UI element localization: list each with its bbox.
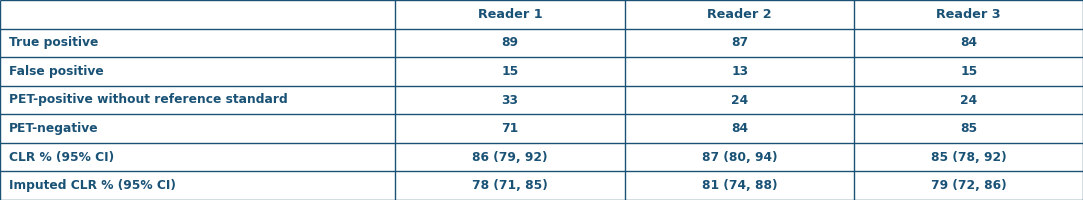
Text: 24: 24: [961, 94, 977, 106]
Text: PET-negative: PET-negative: [9, 122, 99, 135]
Text: 89: 89: [501, 36, 519, 49]
Text: 24: 24: [731, 94, 748, 106]
Text: 81 (74, 88): 81 (74, 88): [702, 179, 778, 192]
Text: Reader 3: Reader 3: [937, 8, 1001, 21]
Text: Reader 2: Reader 2: [707, 8, 772, 21]
Text: Reader 1: Reader 1: [478, 8, 543, 21]
Text: PET-positive without reference standard: PET-positive without reference standard: [9, 94, 287, 106]
Text: 84: 84: [961, 36, 977, 49]
Text: 78 (71, 85): 78 (71, 85): [472, 179, 548, 192]
Text: 85: 85: [961, 122, 977, 135]
Text: 33: 33: [501, 94, 519, 106]
Text: CLR % (95% CI): CLR % (95% CI): [9, 151, 114, 164]
Text: 87 (80, 94): 87 (80, 94): [702, 151, 778, 164]
Text: 87: 87: [731, 36, 748, 49]
Text: 15: 15: [501, 65, 519, 78]
Text: 86 (79, 92): 86 (79, 92): [472, 151, 548, 164]
Text: 84: 84: [731, 122, 748, 135]
Text: 71: 71: [501, 122, 519, 135]
Text: 79 (72, 86): 79 (72, 86): [931, 179, 1006, 192]
Text: Imputed CLR % (95% CI): Imputed CLR % (95% CI): [9, 179, 175, 192]
Text: True positive: True positive: [9, 36, 99, 49]
Text: 15: 15: [961, 65, 977, 78]
Text: 85 (78, 92): 85 (78, 92): [931, 151, 1006, 164]
Text: False positive: False positive: [9, 65, 103, 78]
Text: 13: 13: [731, 65, 748, 78]
